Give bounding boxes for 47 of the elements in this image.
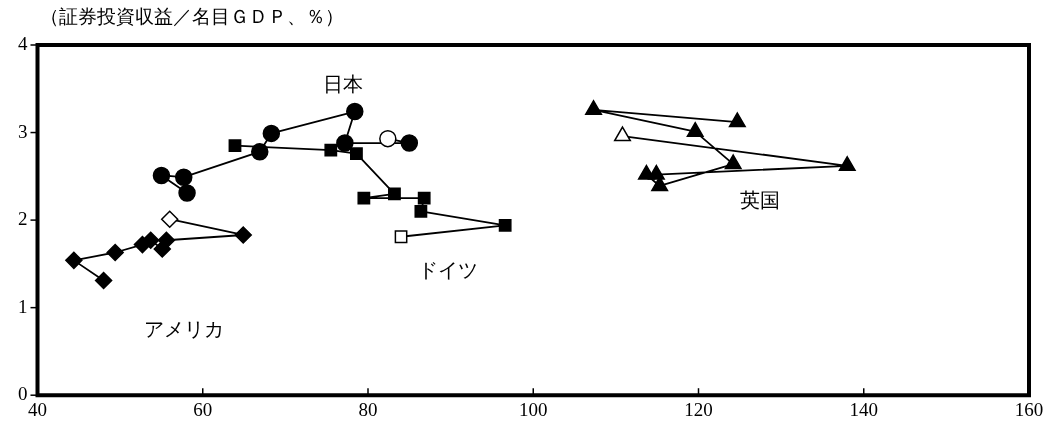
point: [400, 134, 419, 152]
x-tick-label: 80: [358, 398, 378, 420]
point: [724, 154, 742, 170]
point: [157, 231, 176, 249]
text: アメリカ: [143, 317, 224, 340]
series-label: 英国: [739, 189, 780, 212]
series-label: 日本: [322, 72, 363, 95]
point: [613, 126, 632, 142]
point: [336, 134, 354, 152]
x-tick-label: 100: [519, 398, 548, 420]
point: [94, 271, 113, 290]
x-tick-label: 40: [28, 398, 47, 420]
point: [585, 100, 603, 116]
point: [228, 139, 242, 153]
y-tick-label: 1: [18, 295, 28, 317]
point: [498, 218, 512, 232]
point: [686, 121, 704, 137]
point: [388, 187, 401, 201]
point: [379, 129, 397, 148]
x-tick-label: 160: [1014, 398, 1044, 420]
y-tick-label: 2: [18, 208, 28, 230]
x-tick-label: 60: [193, 398, 213, 420]
point: [106, 243, 124, 262]
point: [251, 143, 269, 161]
point: [350, 147, 363, 160]
point: [357, 191, 371, 205]
x-tick-label: 140: [849, 398, 878, 420]
point: [175, 168, 193, 186]
point: [324, 143, 338, 157]
x-tick-label: 120: [684, 398, 713, 420]
point: [234, 226, 252, 244]
point: [417, 191, 431, 205]
point: [728, 112, 746, 128]
point: [65, 251, 83, 270]
point: [262, 124, 281, 143]
y-tick-label: 3: [18, 120, 28, 142]
point: [414, 204, 428, 218]
series-label: ドイツ: [418, 258, 479, 281]
point: [178, 184, 196, 202]
point: [160, 210, 179, 228]
point: [394, 230, 408, 244]
point: [152, 166, 171, 185]
y-tick-label: 4: [18, 32, 28, 54]
point: [346, 102, 364, 121]
point: [838, 156, 856, 172]
y-axis-title: （証券投資収益／名目ＧＤＰ、％）: [40, 5, 344, 29]
y-tick-label: 0: [18, 383, 28, 405]
